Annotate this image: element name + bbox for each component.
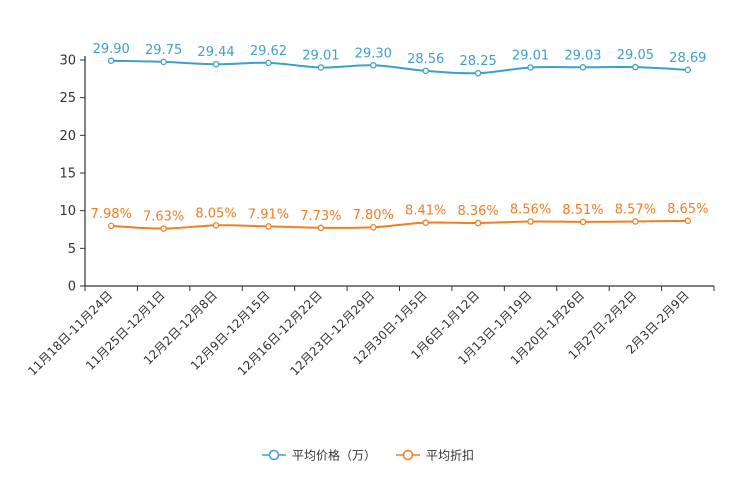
data-point-discount[interactable]: [212, 222, 220, 229]
legend[interactable]: 平均价格（万） 平均折扣: [262, 448, 474, 463]
legend-item-discount[interactable]: 平均折扣: [396, 448, 474, 463]
y-tick-label: 25: [59, 91, 76, 106]
data-point-discount[interactable]: [632, 218, 639, 225]
data-point-price[interactable]: [632, 63, 639, 71]
data-point-discount[interactable]: [317, 224, 325, 232]
legend-price-label: 平均价格（万）: [292, 448, 376, 463]
data-point-discount[interactable]: [160, 225, 167, 232]
data-label-discount: 7.98%: [91, 207, 132, 222]
data-label-price: 29.75: [145, 43, 182, 58]
legend-price-marker-icon: [268, 449, 280, 461]
data-label-discount: 8.36%: [457, 204, 498, 219]
data-point-discount[interactable]: [579, 218, 587, 226]
data-point-discount[interactable]: [474, 219, 482, 227]
series-layer: 29.90 29.75 29.44 29.62 29.01 29.30 28.56 28.25…: [91, 42, 708, 232]
data-label-price: 29.05: [617, 48, 654, 63]
data-label-discount: 7.63%: [143, 210, 184, 225]
data-point-discount[interactable]: [422, 219, 429, 226]
data-label-discount: 7.80%: [353, 208, 394, 223]
data-point-price[interactable]: [684, 66, 692, 74]
data-point-price[interactable]: [265, 59, 272, 67]
data-point-discount[interactable]: [684, 217, 692, 225]
data-label-price: 28.56: [407, 52, 444, 67]
data-label-price: 29.01: [302, 48, 339, 63]
data-point-discount[interactable]: [107, 222, 115, 230]
y-tick-label: 15: [59, 167, 76, 182]
x-tick-label: 11月18日-11月24日: [25, 288, 115, 378]
data-point-price[interactable]: [212, 60, 220, 68]
data-point-discount[interactable]: [370, 223, 377, 231]
data-point-price[interactable]: [317, 64, 325, 71]
data-label-price: 29.90: [93, 42, 130, 57]
data-label-price: 29.30: [355, 46, 392, 61]
y-tick-label: 0: [68, 280, 76, 295]
series-price-line: [111, 59, 688, 75]
data-label-discount: 8.41%: [405, 204, 446, 219]
data-point-price[interactable]: [527, 64, 534, 71]
legend-discount-marker-icon: [402, 449, 414, 461]
data-label-discount: 8.05%: [195, 206, 236, 221]
data-point-price[interactable]: [107, 57, 115, 65]
data-point-price[interactable]: [474, 69, 482, 77]
data-label-discount: 8.57%: [615, 202, 656, 217]
data-label-price: 29.62: [250, 44, 287, 59]
series-price: 29.90 29.75 29.44 29.62 29.01 29.30 28.56 28.25…: [93, 42, 706, 77]
data-point-price[interactable]: [579, 64, 587, 71]
y-tick-label: 20: [59, 129, 76, 144]
data-label-discount: 8.51%: [562, 203, 603, 218]
data-point-price[interactable]: [160, 58, 167, 66]
legend-discount-label: 平均折扣: [426, 448, 474, 463]
data-point-discount[interactable]: [265, 223, 272, 230]
data-label-discount: 7.91%: [248, 207, 289, 222]
data-label-discount: 8.56%: [510, 203, 551, 218]
data-label-price: 28.25: [460, 54, 497, 69]
data-point-discount[interactable]: [527, 218, 534, 225]
data-label-discount: 8.65%: [667, 202, 708, 217]
data-label-price: 29.03: [564, 48, 601, 63]
data-label-price: 29.01: [512, 48, 549, 63]
y-tick-label: 30: [59, 54, 76, 69]
series-discount-line: [111, 219, 688, 230]
y-tick-label: 10: [59, 204, 76, 219]
y-tick-label: 5: [68, 242, 76, 257]
data-point-price[interactable]: [370, 62, 377, 69]
data-label-price: 29.44: [197, 45, 234, 60]
legend-item-price[interactable]: 平均价格（万）: [262, 448, 376, 463]
data-label-discount: 7.73%: [300, 209, 341, 224]
data-label-price: 28.69: [669, 51, 706, 66]
data-point-price[interactable]: [422, 67, 429, 75]
series-discount: 7.98% 7.63% 8.05% 7.91% 7.73% 7.80% 8.41% 8.36%…: [91, 202, 708, 232]
